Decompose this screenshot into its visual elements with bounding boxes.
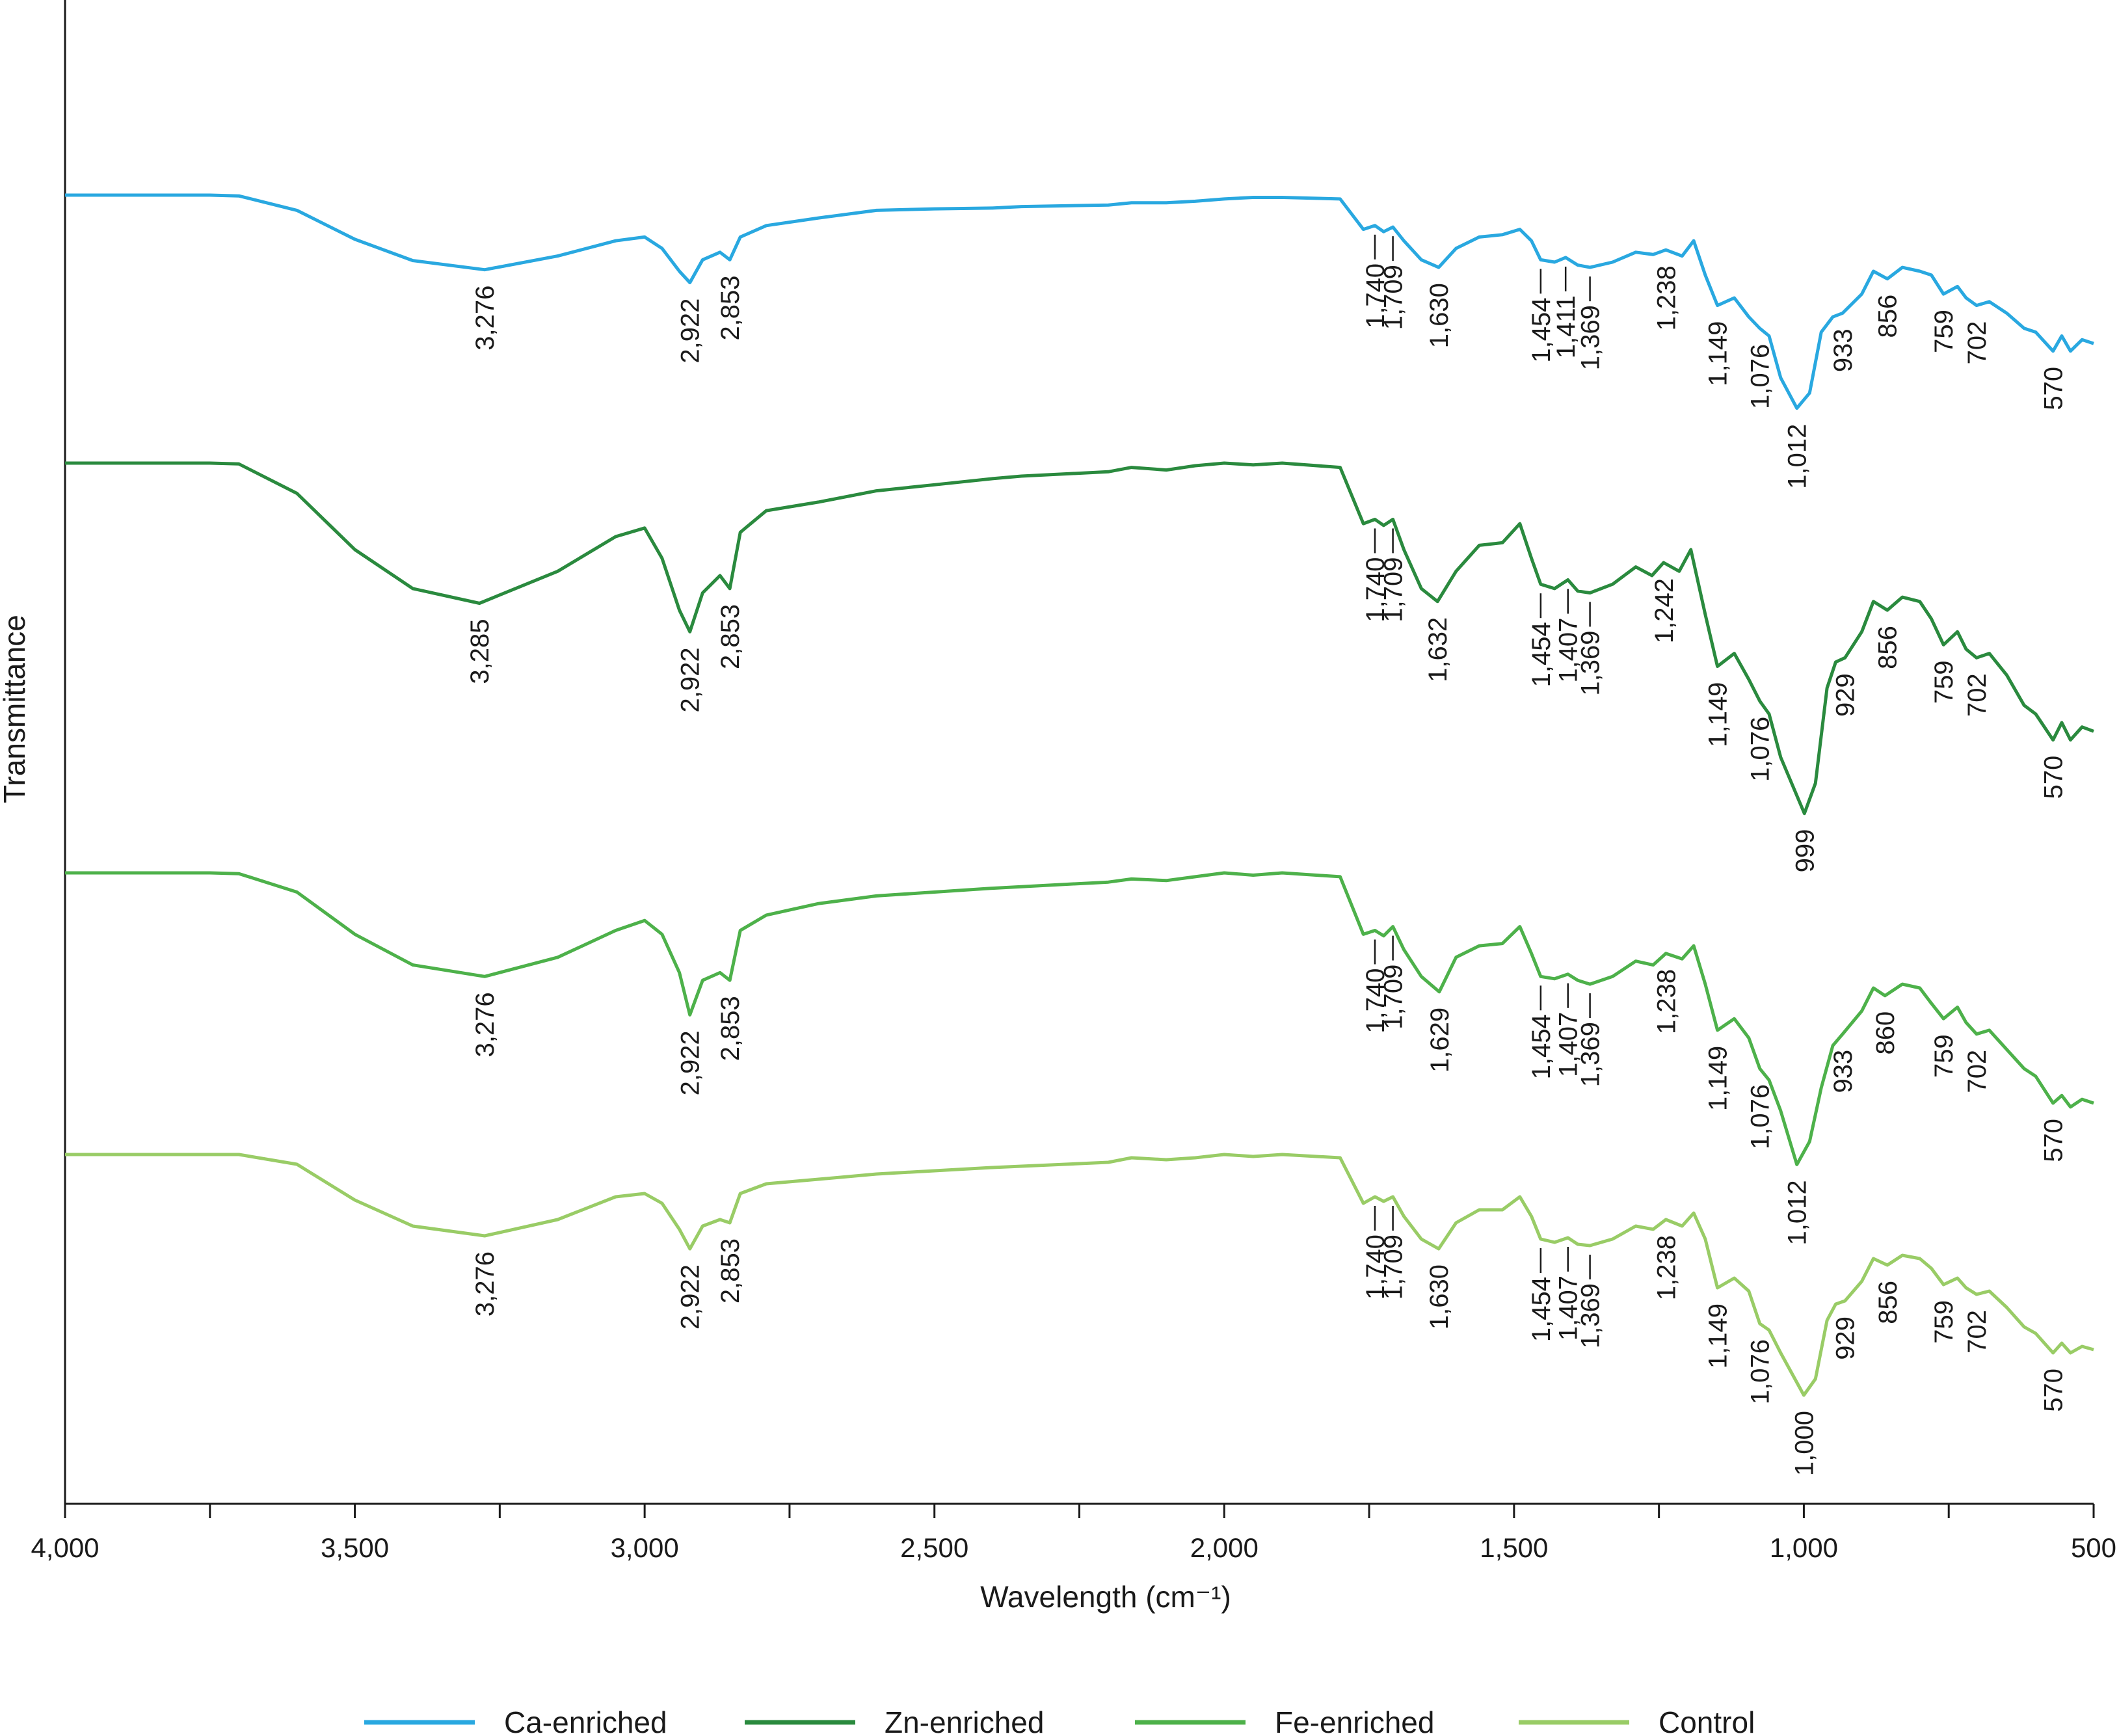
peak-label: 1,632 [1424, 617, 1452, 682]
peak-label: 929 [1832, 673, 1860, 717]
peak-label: 1,076 [1746, 344, 1775, 409]
peak-label: 570 [2040, 367, 2068, 410]
series-line-zn-enriched [65, 461, 2094, 816]
peak-label: 860 [1871, 1011, 1900, 1055]
x-tick-labels: 4,000 3,500 3,000 2,500 2,000 1,500 1,000 500 [31, 1532, 2116, 1563]
peak-label: 929 [1832, 1316, 1860, 1360]
peak-label: 759 [1930, 1300, 1958, 1344]
peak-label: 999 [1791, 829, 1819, 873]
legend-label: Control [1659, 1705, 1755, 1736]
peak-label: 1,454 [1527, 297, 1556, 362]
peak-label: 856 [1874, 1281, 1902, 1324]
x-tick-label: 1,500 [1480, 1532, 1548, 1563]
peak-label: 759 [1930, 1034, 1958, 1078]
peak-label: 1,369 [1577, 631, 1605, 696]
peak-label: 856 [1874, 626, 1902, 669]
y-axis-title: Transmittance [0, 615, 31, 803]
legend-label: Zn-enriched [885, 1705, 1044, 1736]
peak-label: 1,369 [1577, 1283, 1605, 1348]
peak-label: 1,076 [1746, 1084, 1775, 1149]
peak-label: 1,149 [1704, 1046, 1733, 1111]
peak-label: 1,454 [1527, 1277, 1556, 1342]
legend-label: Ca-enriched [504, 1705, 667, 1736]
peak-label: 1,709 [1379, 265, 1408, 330]
peak-label: 933 [1829, 328, 1858, 372]
peak-label: 1,630 [1425, 283, 1454, 348]
series-lines [65, 193, 2094, 1397]
peak-label: 1,740 [1361, 263, 1390, 328]
peak-label: 1,629 [1426, 1008, 1454, 1073]
peak-label: 2,922 [676, 1264, 705, 1329]
peak-label: 1,012 [1783, 1180, 1812, 1245]
peak-label: 2,922 [676, 647, 705, 712]
peak-label: 1,740 [1361, 557, 1390, 622]
peak-label: 759 [1930, 660, 1958, 704]
series-line-ca-enriched [65, 193, 2094, 410]
peak-label: 3,276 [471, 286, 500, 351]
peak-label: 1,709 [1379, 1235, 1408, 1300]
peak-label: 1,630 [1425, 1264, 1454, 1329]
peak-label: 702 [1963, 1050, 1992, 1093]
peak-label: 856 [1874, 295, 1902, 338]
peak-label: 1,238 [1652, 969, 1681, 1034]
peak-label: 1,454 [1527, 1014, 1556, 1079]
axes [64, 0, 2094, 1505]
peak-label: 570 [2040, 1119, 2068, 1162]
peak-label: 702 [1963, 1310, 1992, 1354]
peak-label: 1,407 [1554, 1275, 1583, 1341]
peak-label: 2,853 [716, 275, 745, 340]
peak-label: 1,238 [1652, 265, 1681, 330]
peak-label: 1,709 [1379, 557, 1408, 622]
peak-label: 933 [1829, 1050, 1858, 1093]
peak-label: 3,285 [466, 619, 494, 684]
peak-label: 1,012 [1783, 424, 1812, 489]
peak-label: 702 [1963, 321, 1992, 365]
x-tick-label: 4,000 [31, 1532, 99, 1563]
peak-label: 1,076 [1746, 1339, 1775, 1404]
peak-label: 1,369 [1577, 1022, 1605, 1087]
x-tick-label: 2,000 [1190, 1532, 1259, 1563]
peak-label: 759 [1930, 310, 1958, 353]
x-tick-label: 3,000 [611, 1532, 679, 1563]
series-line-fe-enriched [65, 871, 2094, 1166]
x-tick-label: 2,500 [900, 1532, 968, 1563]
peak-label: 3,276 [471, 1251, 500, 1316]
peak-label: 570 [2040, 756, 2068, 799]
peak-label: 1,149 [1704, 1303, 1733, 1369]
peak-label: 2,922 [676, 299, 705, 364]
legend-label: Fe-enriched [1275, 1705, 1434, 1736]
peak-label: 1,411 [1552, 295, 1580, 358]
peak-label: 2,922 [676, 1030, 705, 1095]
peak-label: 1,149 [1704, 682, 1733, 747]
peak-label: 1,369 [1577, 305, 1605, 370]
peak-label: 702 [1963, 673, 1992, 717]
x-tick-label: 1,000 [1770, 1532, 1838, 1563]
peak-label: 1,740 [1361, 1235, 1390, 1300]
peak-label: 1,000 [1790, 1411, 1819, 1476]
x-ticks [64, 1504, 2095, 1518]
peak-label: 2,853 [716, 996, 745, 1061]
x-tick-label: 500 [2071, 1532, 2116, 1563]
peak-label: 1,076 [1746, 717, 1775, 782]
peak-label: 1,407 [1554, 1012, 1583, 1077]
peak-label: 570 [2040, 1369, 2068, 1412]
peak-label: 1,242 [1650, 578, 1679, 643]
peak-label: 2,853 [716, 1238, 745, 1303]
x-tick-label: 3,500 [321, 1532, 389, 1563]
peak-label: 1,454 [1527, 622, 1556, 687]
peak-label: 1,149 [1704, 321, 1733, 386]
peak-label: 1,407 [1554, 618, 1583, 683]
peak-label: 2,853 [716, 604, 745, 669]
peak-label: 1,740 [1361, 968, 1390, 1034]
peak-label: 1,238 [1652, 1235, 1681, 1300]
series-line-control [65, 1153, 2094, 1397]
peak-label: 1,709 [1379, 965, 1408, 1030]
legend: Ca-enriched Zn-enriched Fe-enriched Control [364, 1705, 1755, 1736]
peak-label: 3,276 [471, 992, 500, 1057]
x-axis-title: Wavelength (cm⁻¹) [980, 1580, 1231, 1614]
